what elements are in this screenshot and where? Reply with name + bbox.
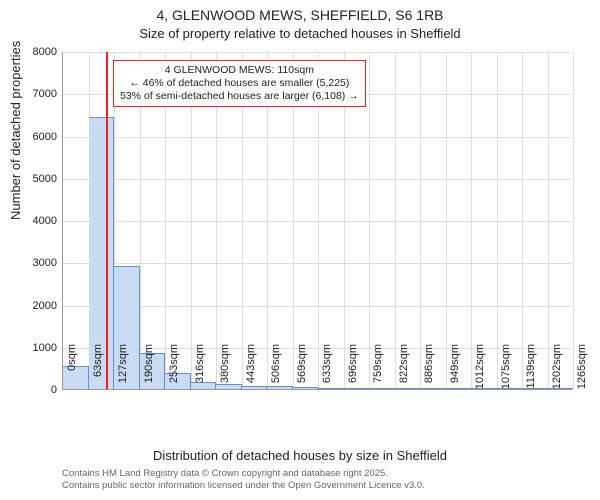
xtick-label: 506sqm bbox=[270, 344, 282, 394]
xtick-label: 63sqm bbox=[92, 344, 104, 394]
gridline-v bbox=[522, 52, 523, 389]
plot-area: 4 GLENWOOD MEWS: 110sqm ← 46% of detache… bbox=[62, 52, 572, 390]
ytick-label: 4000 bbox=[17, 215, 57, 227]
gridline-v bbox=[395, 52, 396, 389]
gridline-v bbox=[446, 52, 447, 389]
title-line1: 4, GLENWOOD MEWS, SHEFFIELD, S6 1RB bbox=[156, 7, 443, 23]
xtick-label: 443sqm bbox=[245, 344, 257, 394]
xtick-label: 1139sqm bbox=[525, 344, 537, 394]
ytick-label: 6000 bbox=[17, 131, 57, 143]
title-line2: Size of property relative to detached ho… bbox=[139, 26, 460, 41]
xtick-label: 316sqm bbox=[194, 344, 206, 394]
gridline-v bbox=[369, 52, 370, 389]
xtick-label: 1265sqm bbox=[576, 344, 588, 394]
annotation-line2: ← 46% of detached houses are smaller (5,… bbox=[120, 77, 359, 90]
attribution-line1: Contains HM Land Registry data © Crown c… bbox=[62, 468, 425, 480]
ytick-label: 3000 bbox=[17, 257, 57, 269]
xtick-label: 822sqm bbox=[398, 344, 410, 394]
gridline-v bbox=[548, 52, 549, 389]
histogram-chart: 4, GLENWOOD MEWS, SHEFFIELD, S6 1RB Size… bbox=[0, 0, 600, 500]
xtick-label: 1202sqm bbox=[551, 344, 563, 394]
xtick-label: 949sqm bbox=[449, 344, 461, 394]
xtick-label: 253sqm bbox=[168, 344, 180, 394]
annotation-line3: 53% of semi-detached houses are larger (… bbox=[120, 90, 359, 103]
ytick-label: 2000 bbox=[17, 300, 57, 312]
gridline-v bbox=[420, 52, 421, 389]
chart-title: 4, GLENWOOD MEWS, SHEFFIELD, S6 1RB Size… bbox=[0, 0, 600, 43]
ytick-label: 0 bbox=[17, 384, 57, 396]
ytick-label: 1000 bbox=[17, 342, 57, 354]
annotation-box: 4 GLENWOOD MEWS: 110sqm ← 46% of detache… bbox=[113, 60, 366, 107]
xtick-label: 569sqm bbox=[296, 344, 308, 394]
attribution-line2: Contains public sector information licen… bbox=[62, 480, 425, 492]
xtick-label: 127sqm bbox=[117, 344, 129, 394]
xtick-label: 1075sqm bbox=[500, 344, 512, 394]
xtick-label: 0sqm bbox=[66, 344, 78, 394]
attribution: Contains HM Land Registry data © Crown c… bbox=[62, 468, 425, 492]
xtick-label: 380sqm bbox=[219, 344, 231, 394]
ytick-label: 7000 bbox=[17, 88, 57, 100]
xtick-label: 1012sqm bbox=[474, 344, 486, 394]
ytick-label: 5000 bbox=[17, 173, 57, 185]
annotation-line1: 4 GLENWOOD MEWS: 110sqm bbox=[120, 64, 359, 77]
x-axis-label: Distribution of detached houses by size … bbox=[0, 448, 600, 463]
xtick-label: 696sqm bbox=[347, 344, 359, 394]
xtick-label: 190sqm bbox=[143, 344, 155, 394]
xtick-label: 759sqm bbox=[372, 344, 384, 394]
gridline-v bbox=[471, 52, 472, 389]
highlight-line bbox=[106, 52, 108, 389]
gridline-v bbox=[497, 52, 498, 389]
gridline-v bbox=[573, 52, 574, 389]
xtick-label: 886sqm bbox=[423, 344, 435, 394]
xtick-label: 633sqm bbox=[321, 344, 333, 394]
ytick-label: 8000 bbox=[17, 46, 57, 58]
